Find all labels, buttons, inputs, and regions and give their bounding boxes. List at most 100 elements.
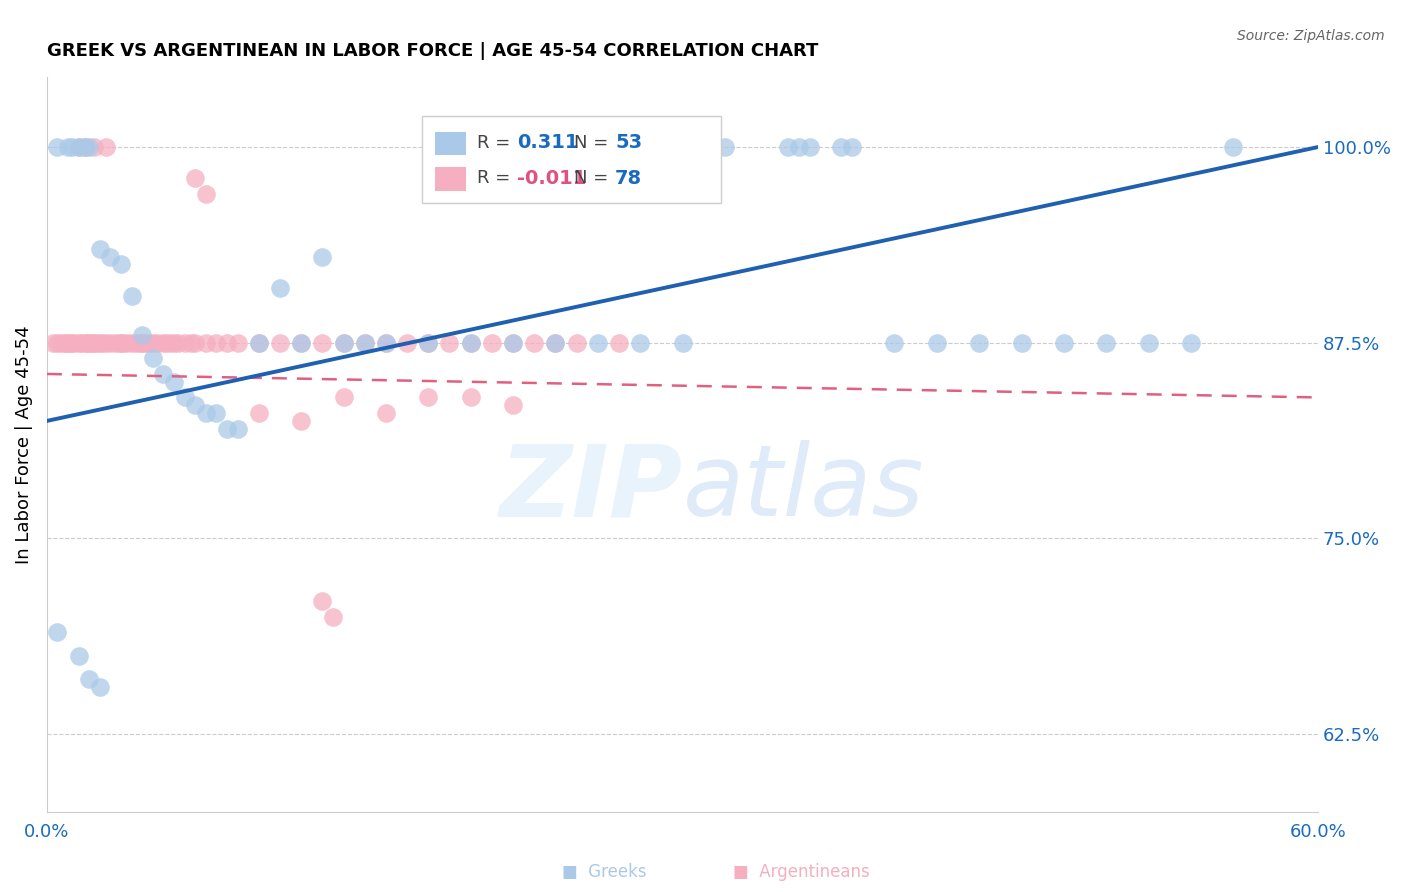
Point [184,398,207,412]
Point [502,335,524,350]
Point [226,335,249,350]
Point [481,335,503,350]
Point [247,406,270,420]
Point [460,391,482,405]
Point [89,335,111,350]
Point [184,171,207,186]
Point [205,406,228,420]
Point [374,335,396,350]
Point [353,335,375,350]
Point [1222,140,1244,154]
Point [110,335,132,350]
Text: N =: N = [575,134,609,152]
Point [56,140,79,154]
Point [311,594,333,608]
Text: GREEK VS ARGENTINEAN IN LABOR FORCE | AGE 45-54 CORRELATION CHART: GREEK VS ARGENTINEAN IN LABOR FORCE | AG… [46,42,818,60]
Point [69,335,91,350]
Point [1180,335,1202,350]
Point [152,367,174,381]
Point [1053,335,1076,350]
Point [117,335,139,350]
Point [159,335,181,350]
Point [131,327,153,342]
Bar [434,167,467,191]
Point [180,335,202,350]
Point [121,335,143,350]
Point [96,140,118,154]
Point [67,140,90,154]
Point [194,406,217,420]
Point [374,335,396,350]
Point [55,335,77,350]
Text: R =: R = [477,134,510,152]
Point [163,375,186,389]
Text: ■  Greeks: ■ Greeks [562,863,647,881]
Point [311,250,333,264]
Point [353,335,375,350]
Bar [434,132,467,155]
Point [247,335,270,350]
Point [96,335,118,350]
Point [841,140,863,154]
Point [1011,335,1033,350]
Text: 53: 53 [616,133,643,153]
Text: N =: N = [575,169,609,187]
Point [63,335,86,350]
Point [73,335,96,350]
Point [226,422,249,436]
Point [104,335,127,350]
Point [290,335,312,350]
Point [311,335,333,350]
Point [155,335,177,350]
Point [56,335,79,350]
Point [46,625,69,640]
Point [418,391,440,405]
Point [129,335,152,350]
Point [523,335,546,350]
Point [247,335,270,350]
Point [173,335,195,350]
Point [60,140,83,154]
Point [967,335,990,350]
Point [77,140,100,154]
Point [883,335,905,350]
Point [125,335,148,350]
Point [925,335,948,350]
Point [787,140,810,154]
Point [167,335,190,350]
Point [607,335,630,350]
Point [80,335,103,350]
Text: ZIP: ZIP [499,440,682,537]
Point [89,242,111,256]
Text: -0.011: -0.011 [517,169,586,187]
Point [502,335,524,350]
Point [290,335,312,350]
Point [565,335,588,350]
Point [586,335,609,350]
Point [184,335,207,350]
Point [1137,335,1160,350]
Point [142,335,165,350]
Y-axis label: In Labor Force | Age 45-54: In Labor Force | Age 45-54 [15,325,32,564]
Point [46,140,69,154]
Point [59,335,82,350]
Point [332,335,354,350]
Point [194,335,217,350]
Point [52,335,75,350]
Point [73,140,96,154]
Point [215,422,238,436]
Point [48,335,70,350]
Point [322,609,344,624]
Point [91,335,114,350]
Point [67,648,90,663]
Point [46,335,69,350]
Point [205,335,228,350]
FancyBboxPatch shape [422,116,721,203]
Point [544,335,567,350]
Point [100,250,122,264]
Point [830,140,852,154]
Point [138,335,160,350]
Text: atlas: atlas [682,440,924,537]
Point [396,335,419,350]
Point [134,335,156,350]
